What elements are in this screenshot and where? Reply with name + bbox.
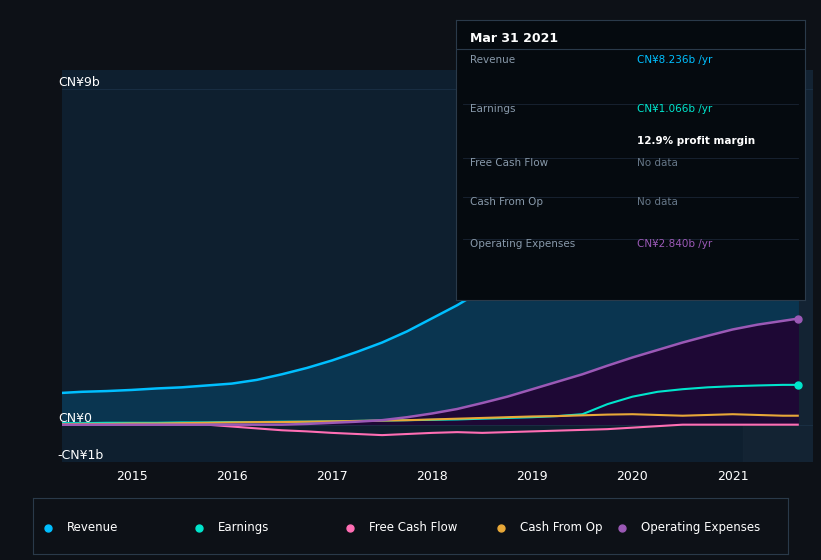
Text: CN¥0: CN¥0 [57,412,92,424]
Text: No data: No data [637,158,678,168]
Text: CN¥2.840b /yr: CN¥2.840b /yr [637,240,713,249]
Text: Operating Expenses: Operating Expenses [470,240,575,249]
Text: No data: No data [637,197,678,207]
Text: Cash From Op: Cash From Op [520,521,603,534]
Text: Free Cash Flow: Free Cash Flow [470,158,548,168]
Text: Revenue: Revenue [470,54,515,64]
Text: CN¥8.236b /yr: CN¥8.236b /yr [637,54,713,64]
Text: Operating Expenses: Operating Expenses [641,521,760,534]
Text: CN¥9b: CN¥9b [57,76,99,88]
Text: -CN¥1b: -CN¥1b [57,449,104,462]
Text: Mar 31 2021: Mar 31 2021 [470,32,557,45]
Bar [743,70,813,462]
Text: Free Cash Flow: Free Cash Flow [369,521,457,534]
Text: Revenue: Revenue [67,521,118,534]
Text: CN¥1.066b /yr: CN¥1.066b /yr [637,104,713,114]
Text: Earnings: Earnings [470,104,515,114]
Text: Cash From Op: Cash From Op [470,197,543,207]
Text: 12.9% profit margin: 12.9% profit margin [637,136,755,146]
Text: Earnings: Earnings [218,521,269,534]
